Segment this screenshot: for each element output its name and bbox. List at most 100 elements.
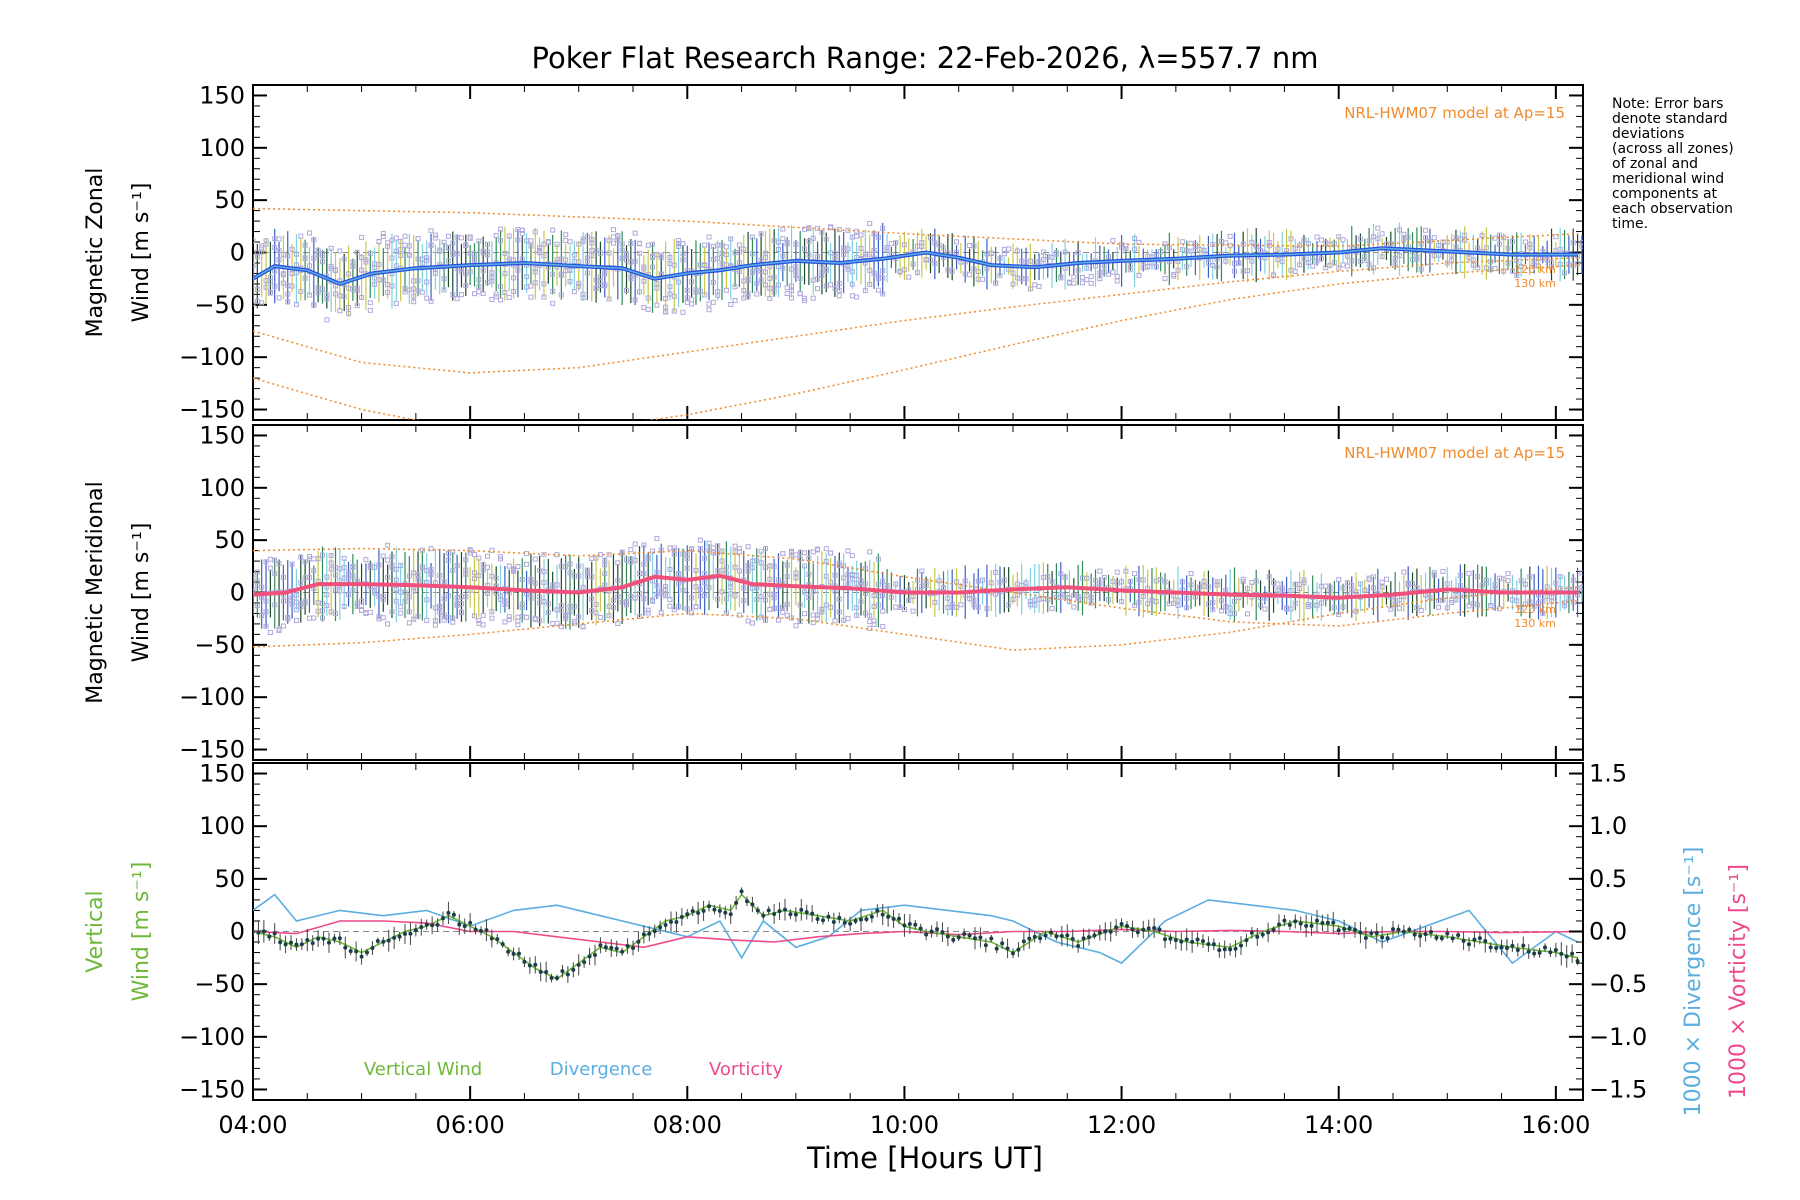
zonal-scatter-point: [1405, 234, 1411, 240]
vertical-wind-point: [647, 931, 652, 936]
meridional-scatter-point: [554, 620, 560, 626]
meridional-scatter-point: [485, 590, 491, 596]
zonal-scatter-point: [359, 234, 365, 240]
zonal-scatter-point: [337, 248, 343, 254]
zonal-scatter-point: [493, 232, 499, 238]
meridional-scatter-point: [315, 556, 321, 562]
zonal-scatter-point: [971, 243, 977, 249]
vertical-wind-point: [1195, 937, 1200, 942]
vertical-wind-point: [739, 889, 744, 894]
zonal-scatter-point: [298, 288, 304, 294]
zonal-scatter-point: [775, 282, 781, 288]
vertical-wind-point: [1190, 939, 1195, 944]
meridional-scatter-point: [832, 572, 838, 578]
meridional-scatter-point: [802, 589, 808, 595]
meridional-scatter-point: [341, 603, 347, 609]
meridional-scatter-point: [267, 556, 273, 562]
meridional-scatter-point: [689, 595, 695, 601]
zonal-scatter-point: [754, 291, 760, 297]
vertical-wind-point: [430, 923, 435, 928]
zonal-scatter-point: [406, 252, 412, 258]
zonal-scatter-point: [346, 271, 352, 277]
meridional-scatter-point: [871, 618, 877, 624]
meridional-scatter-point: [1127, 578, 1133, 584]
zonal-scatter-point: [302, 275, 308, 281]
x-tick-label: 10:00: [870, 1111, 939, 1139]
zonal-scatter-point: [1418, 241, 1424, 247]
meridional-scatter-point: [280, 574, 286, 580]
meridional-scatter-point: [519, 601, 525, 607]
meridional-scatter-point: [888, 594, 894, 600]
zonal-scatter-point: [632, 230, 638, 236]
meridional-scatter-point: [293, 617, 299, 623]
meridional-scatter-point: [758, 560, 764, 566]
zonal-scatter-point: [302, 242, 308, 248]
meridional-scatter-point: [784, 601, 790, 607]
zonal-scatter-point: [359, 267, 365, 273]
meridional-scatter-point: [289, 595, 295, 601]
meridional-scatter-point: [445, 593, 451, 599]
zonal-scatter-point: [867, 267, 873, 273]
panels-group: 150 100 50 0 −50 −100 −150 Magnetic Zonal Wind […: [83, 81, 1751, 1139]
zonal-scatter-point: [1236, 260, 1242, 266]
vertical-wind-point: [1271, 927, 1276, 932]
vertical-wind-point: [1331, 920, 1336, 925]
meridional-scatter-point: [697, 586, 703, 592]
meridional-scatter-point: [293, 607, 299, 613]
zonal-scatter-point: [802, 246, 808, 252]
meridional-scatter-point: [302, 600, 308, 606]
meridional-scatter-point: [380, 615, 386, 621]
meridional-scatter-point: [723, 570, 729, 576]
zonal-scatter-point: [1349, 258, 1355, 264]
meridional-scatter-point: [463, 594, 469, 600]
vertical-wind-point: [1380, 935, 1385, 940]
meridional-scatter-point: [276, 561, 282, 567]
meridional-scatter-point: [1071, 604, 1077, 610]
vertical-wind-point: [1043, 933, 1048, 938]
meridional-scatter-point: [502, 598, 508, 604]
meridional-scatter-point: [632, 595, 638, 601]
vertical-wind-point: [978, 935, 983, 940]
zonal-scatter-point: [485, 249, 491, 255]
vertical-wind-point: [1418, 933, 1423, 938]
vertical-wind-point: [424, 922, 429, 927]
meridional-scatter-point: [1097, 568, 1103, 574]
zonal-scatter-point: [306, 230, 312, 236]
meridional-scatter-point: [623, 602, 629, 608]
meridional-plot-area: [253, 536, 1583, 651]
meridional-scatter-point: [775, 617, 781, 623]
meridional-scatter-point: [771, 591, 777, 597]
vertical-wind-point: [1298, 921, 1303, 926]
vertical-wind-point: [1049, 930, 1053, 935]
meridional-scatter-point: [1366, 577, 1372, 583]
meridional-scatter-point: [341, 564, 347, 570]
vertical-wind-point: [289, 940, 293, 945]
meridional-scatter-point: [350, 587, 356, 593]
vertical-wind-point: [674, 920, 679, 925]
zonal-scatter-point: [253, 301, 256, 307]
zonal-scatter-point: [545, 238, 551, 244]
zonal-km-120: 120 km: [1514, 263, 1556, 276]
meridional-scatter-point: [532, 580, 538, 586]
meridional-scatter-point: [298, 554, 304, 560]
zonal-scatter-point: [663, 309, 669, 315]
zonal-scatter-point: [498, 297, 504, 303]
vertical-wind-point: [267, 934, 272, 939]
zonal-scatter-point: [1053, 250, 1059, 256]
meridional-scatter-point: [628, 547, 634, 553]
meridional-wind-line: [253, 573, 1578, 600]
meridional-scatter-point: [728, 584, 734, 590]
zonal-scatter-point: [480, 291, 486, 297]
vertical-wind-point: [793, 912, 798, 917]
vertical-wind-point: [614, 946, 619, 951]
vertical-wind-point: [1510, 943, 1515, 948]
meridional-scatter-point: [836, 609, 842, 615]
zonal-scatter-point: [615, 234, 621, 240]
zonal-scatter-point: [498, 283, 504, 289]
meridional-scatter-point: [428, 567, 434, 573]
meridional-scatter-point: [502, 619, 508, 625]
vertical-wind-point: [945, 934, 950, 939]
zonal-scatter-point: [815, 286, 821, 292]
zonal-scatter-point: [684, 287, 690, 293]
meridional-scatter-point: [1340, 604, 1346, 610]
